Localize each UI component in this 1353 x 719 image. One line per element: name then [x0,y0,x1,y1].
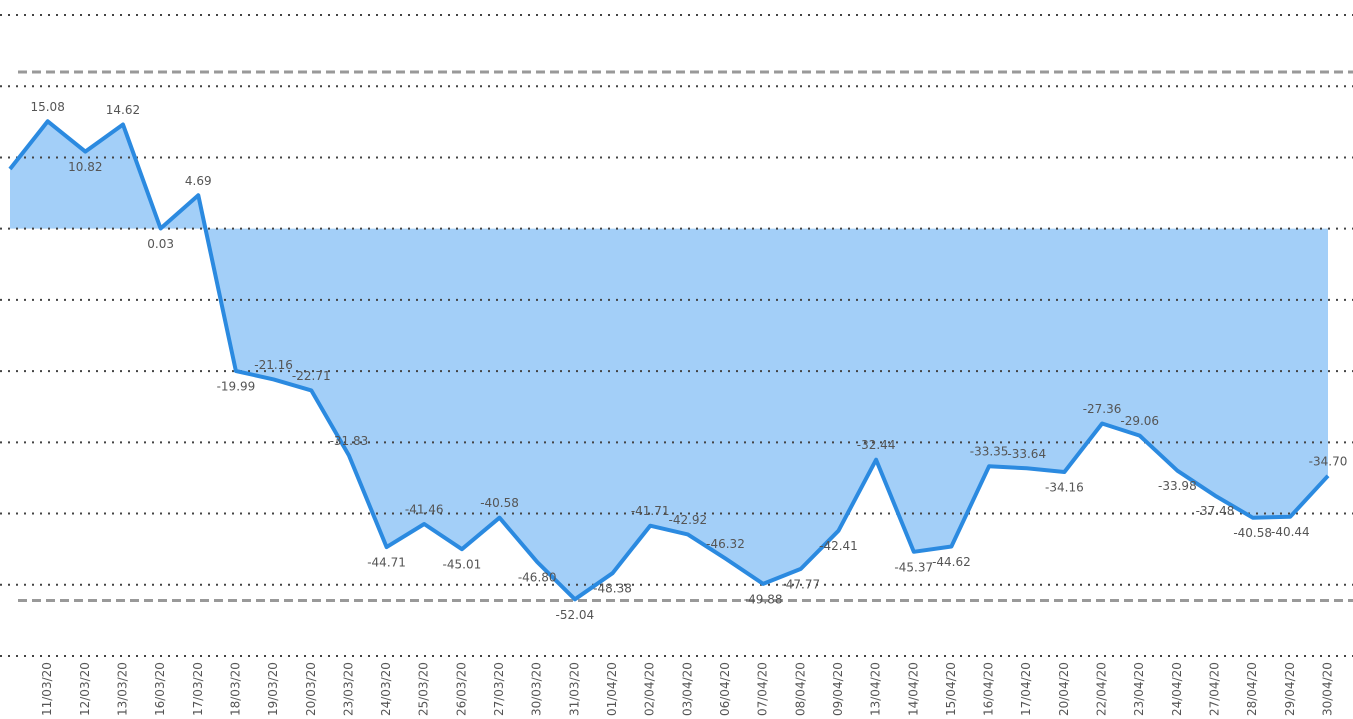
data-label: -42.92 [668,513,707,527]
area [10,121,1328,600]
data-label: -34.16 [1045,480,1084,494]
data-label: -37.48 [1196,504,1235,518]
data-label: -27.36 [1083,402,1122,416]
data-label: -41.71 [631,504,670,518]
x-tick-label: 12/03/20 [78,662,92,716]
data-label: -46.80 [518,570,557,584]
x-tick-label: 20/04/20 [1057,662,1071,716]
x-tick-label: 25/03/20 [417,662,431,716]
x-tick-label: 23/04/20 [1132,662,1146,716]
x-tick-label: 23/03/20 [341,662,355,716]
data-label: -40.58 [480,496,519,510]
data-label: -19.99 [217,380,256,394]
data-label: -47.77 [781,577,820,591]
data-label: -34.70 [1309,454,1348,468]
x-tick-label: 22/04/20 [1095,662,1109,716]
x-tick-label: 24/03/20 [379,662,393,716]
x-tick-label: 19/03/20 [266,662,280,716]
x-tick-label: 11/03/20 [40,662,54,716]
x-tick-label: 07/04/20 [756,662,770,716]
x-tick-label: 24/04/20 [1170,662,1184,716]
data-label: -29.06 [1120,414,1159,428]
x-tick-label: 20/03/20 [304,662,318,716]
x-tick-label: 30/04/20 [1321,662,1335,716]
data-label: -21.16 [254,358,293,372]
x-tick-label: 13/03/20 [115,662,129,716]
data-label: -48.38 [593,582,632,596]
x-tick-label: 02/04/20 [643,662,657,716]
x-tick-label: 03/04/20 [680,662,694,716]
x-tick-label: 27/04/20 [1208,662,1222,716]
x-tick-label: 27/03/20 [492,662,506,716]
x-tick-label: 29/04/20 [1283,662,1297,716]
x-tick-label: 01/04/20 [605,662,619,716]
x-tick-label: 31/03/20 [567,662,581,716]
data-label: 10.82 [68,160,102,174]
x-tick-label: 08/04/20 [793,662,807,716]
x-tick-label: 14/04/20 [906,662,920,716]
x-tick-label: 28/04/20 [1245,662,1259,716]
data-label: -52.04 [556,608,595,622]
x-tick-label: 13/04/20 [869,662,883,716]
data-label: -45.37 [894,560,933,574]
data-label: -49.88 [744,592,783,606]
line [8,119,1330,602]
x-tick-label: 17/03/20 [191,662,205,716]
data-label: -33.64 [1007,447,1046,461]
x-tick-label: 16/03/20 [153,662,167,716]
data-label: -44.62 [932,555,971,569]
data-label: -44.71 [367,556,406,570]
x-tick-label: 15/04/20 [944,662,958,716]
x-tick-label: 18/03/20 [228,662,242,716]
x-tick-label: 09/04/20 [831,662,845,716]
x-tick-label: 30/03/20 [530,662,544,716]
x-tick-label: 26/03/20 [454,662,468,716]
data-label: 4.69 [185,174,212,188]
x-tick-label: 06/04/20 [718,662,732,716]
data-label: 15.08 [30,100,64,114]
data-label: -33.98 [1158,479,1197,493]
data-label: -46.32 [706,537,745,551]
data-label: -40.58 [1233,526,1272,540]
data-label: -31.83 [330,434,369,448]
x-tick-label: 17/04/20 [1019,662,1033,716]
data-label: -41.46 [405,502,444,516]
data-label: -33.35 [970,445,1009,459]
data-label: -32.44 [857,438,896,452]
data-label: -40.44 [1271,525,1310,539]
data-label: -42.41 [819,539,858,553]
data-label: 14.62 [106,103,140,117]
x-tick-label: 16/04/20 [982,662,996,716]
data-label: -22.71 [292,369,331,383]
data-label: -45.01 [443,558,482,572]
data-label: 0.03 [147,237,174,251]
